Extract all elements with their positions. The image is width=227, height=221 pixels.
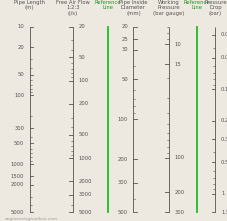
Text: 15: 15	[173, 62, 180, 67]
Text: 50: 50	[121, 77, 127, 82]
Text: Free Air Flow
1:2:3
(l/s): Free Air Flow 1:2:3 (l/s)	[56, 0, 89, 16]
Text: 20: 20	[121, 24, 127, 29]
Text: 1.5: 1.5	[220, 210, 227, 215]
Text: 500: 500	[14, 141, 24, 146]
Text: 300: 300	[173, 210, 183, 215]
Text: 500: 500	[78, 132, 88, 137]
Text: 1000: 1000	[78, 156, 91, 160]
Text: 1000: 1000	[11, 162, 24, 167]
Text: Reference
Line: Reference Line	[95, 0, 121, 10]
Text: 10: 10	[17, 24, 24, 29]
Text: 100: 100	[173, 155, 183, 160]
Text: 100: 100	[117, 117, 127, 122]
Text: 0.3: 0.3	[220, 137, 227, 142]
Text: 2000: 2000	[11, 182, 24, 187]
Text: 5000: 5000	[78, 210, 91, 215]
Text: 0.2: 0.2	[220, 118, 227, 123]
Text: Pipe Length
(m): Pipe Length (m)	[14, 0, 45, 10]
Text: 3000: 3000	[78, 192, 91, 198]
Text: 10: 10	[173, 42, 180, 47]
Text: Pipe Inside
Diameter
(mm): Pipe Inside Diameter (mm)	[118, 0, 147, 16]
Text: 50: 50	[78, 55, 85, 60]
Text: 30: 30	[121, 47, 127, 52]
Text: 0.03: 0.03	[220, 32, 227, 37]
Text: 200: 200	[78, 101, 88, 107]
Text: 20: 20	[78, 24, 85, 29]
Text: 25: 25	[121, 37, 127, 42]
Text: 2000: 2000	[78, 179, 91, 184]
Text: 0.1: 0.1	[220, 87, 227, 92]
Text: 200: 200	[173, 190, 183, 195]
Text: Working
Pressure
(bar gauge): Working Pressure (bar gauge)	[152, 0, 184, 16]
Text: 50: 50	[17, 72, 24, 77]
Text: 0.5: 0.5	[220, 160, 227, 165]
Text: 0.05: 0.05	[220, 55, 227, 61]
Text: 500: 500	[117, 210, 127, 215]
Text: 1: 1	[220, 191, 223, 196]
Text: 100: 100	[14, 93, 24, 98]
Text: 5000: 5000	[11, 210, 24, 215]
Text: 300: 300	[117, 180, 127, 185]
Text: Pressure
Drop
(bar): Pressure Drop (bar)	[203, 0, 226, 16]
Text: 200: 200	[117, 157, 127, 162]
Text: engineeringtoolbox.com: engineeringtoolbox.com	[5, 217, 57, 221]
Text: 1500: 1500	[11, 174, 24, 179]
Text: 300: 300	[14, 126, 24, 131]
Text: 20: 20	[17, 45, 24, 50]
Text: Reference
Line: Reference Line	[183, 0, 210, 10]
Text: 100: 100	[78, 78, 88, 83]
